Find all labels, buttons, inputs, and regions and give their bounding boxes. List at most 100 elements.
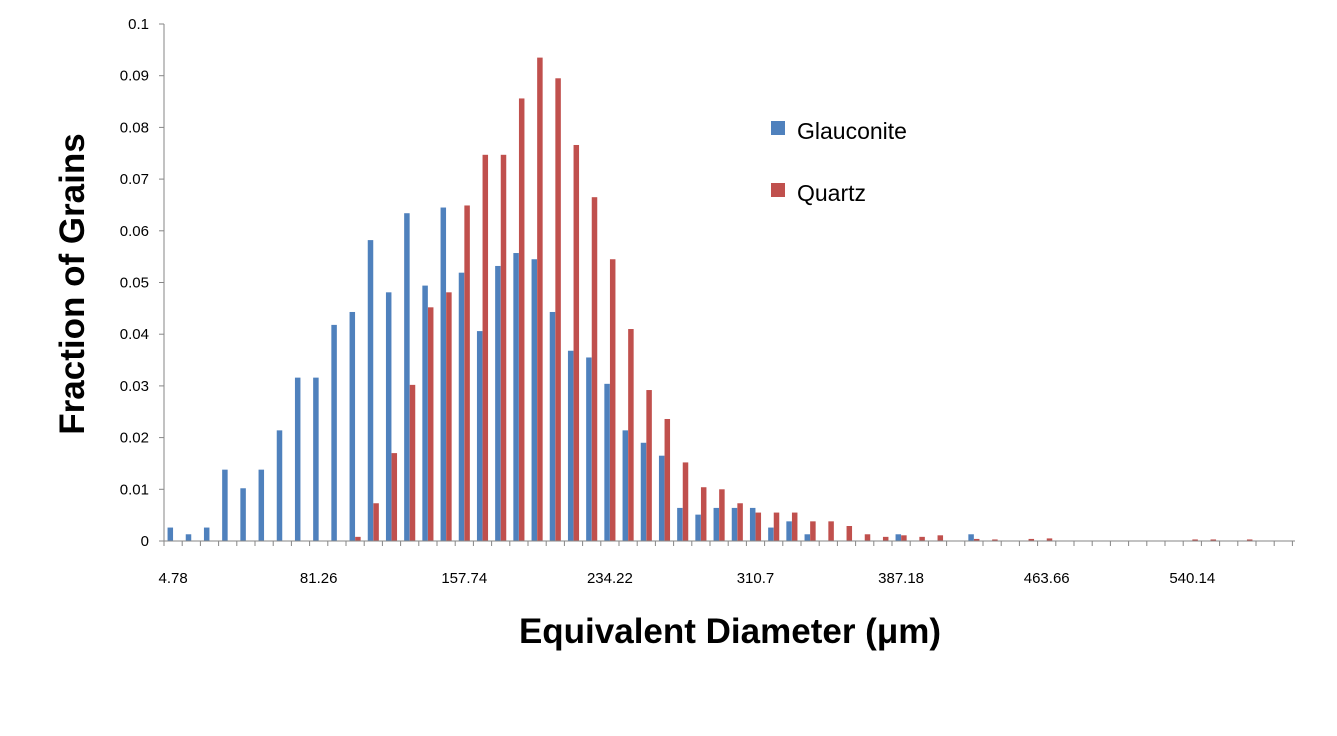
y-tick-label: 0.02 — [120, 430, 149, 447]
bar-quartz — [500, 154, 507, 542]
legend: Glauconite Quartz — [771, 118, 907, 206]
legend-label-quartz: Quartz — [797, 180, 866, 206]
bar-quartz — [573, 144, 580, 542]
bar-glauconite — [549, 311, 556, 541]
bar-glauconite — [385, 292, 392, 541]
bar-quartz — [882, 536, 889, 541]
y-tick-label: 0.04 — [120, 326, 149, 343]
x-tick-label: 387.18 — [878, 570, 924, 587]
bar-glauconite — [749, 507, 756, 541]
x-tick-label: 310.7 — [737, 570, 775, 587]
bar-quartz — [628, 329, 634, 541]
bar-glauconite — [331, 324, 337, 541]
legend-swatch-quartz — [771, 183, 785, 197]
y-tick-label: 0.07 — [120, 171, 149, 188]
bar-quartz — [518, 98, 525, 541]
bar-quartz — [773, 512, 780, 541]
bar-glauconite — [968, 534, 974, 541]
x-tick-label: 81.26 — [300, 570, 338, 587]
bar-glauconite — [786, 521, 792, 541]
bar-glauconite — [804, 534, 811, 541]
bar-glauconite — [476, 331, 483, 541]
bar-glauconite — [240, 488, 246, 541]
bar-glauconite — [895, 534, 902, 541]
bar-glauconite — [567, 350, 574, 541]
bar-quartz — [555, 78, 561, 541]
y-tick-label: 0.09 — [120, 68, 149, 85]
bar-quartz — [1210, 539, 1217, 541]
bar-glauconite — [495, 265, 501, 541]
y-tick-label: 0.06 — [120, 223, 149, 240]
bar-quartz — [755, 512, 762, 541]
bar-glauconite — [258, 469, 265, 541]
bar-quartz — [719, 489, 725, 541]
bar-quartz — [373, 503, 379, 541]
bar-glauconite — [367, 240, 374, 542]
bar-quartz — [737, 503, 743, 541]
bar-glauconite — [658, 455, 665, 541]
bar-quartz — [864, 534, 871, 541]
x-axis-title: Equivalent Diameter (μm) — [519, 612, 941, 651]
bar-glauconite — [713, 507, 720, 541]
bar-glauconite — [313, 377, 319, 541]
y-tick-label: 0.01 — [120, 481, 149, 498]
bars — [167, 57, 1253, 542]
bar-quartz — [973, 538, 980, 541]
bar-glauconite — [458, 272, 465, 541]
bar-quartz — [446, 292, 452, 541]
bar-quartz — [700, 487, 707, 541]
bar-quartz — [664, 418, 671, 541]
bar-quartz — [919, 536, 925, 541]
y-axis-ticks: 0 0.01 0.02 0.03 0.04 0.05 0.06 0.07 0.08 0.09 0.1 — [120, 16, 164, 550]
y-tick-label: 0.05 — [120, 275, 149, 292]
bar-glauconite — [222, 469, 228, 541]
bar-quartz — [482, 154, 489, 542]
x-tick-label: 463.66 — [1024, 570, 1070, 587]
legend-swatch-glauconite — [771, 121, 785, 135]
bar-glauconite — [294, 377, 301, 541]
bar-glauconite — [531, 259, 538, 541]
y-tick-label: 0.03 — [120, 378, 149, 395]
bar-glauconite — [167, 527, 174, 541]
bar-glauconite — [422, 285, 428, 541]
bar-quartz — [1246, 539, 1253, 541]
bar-glauconite — [276, 430, 283, 541]
bar-glauconite — [513, 253, 519, 541]
bar-quartz — [427, 307, 434, 541]
bar-glauconite — [440, 207, 447, 541]
bar-glauconite — [349, 311, 356, 541]
bar-quartz — [537, 57, 543, 542]
bar-quartz — [409, 384, 416, 541]
bar-glauconite — [203, 527, 210, 541]
bar-quartz — [591, 197, 598, 541]
bar-glauconite — [640, 442, 647, 541]
bar-quartz — [1046, 538, 1053, 541]
bar-glauconite — [185, 534, 192, 541]
bar-quartz — [937, 535, 944, 541]
bar-quartz — [391, 453, 398, 541]
x-tick-label: 157.74 — [441, 570, 487, 587]
bar-glauconite — [768, 527, 774, 541]
bar-glauconite — [731, 507, 738, 541]
y-tick-label: 0.08 — [120, 119, 149, 136]
y-axis-title: Fraction of Grains — [53, 133, 92, 434]
x-tick-label: 540.14 — [1169, 570, 1215, 587]
x-tick-label: 4.78 — [158, 570, 187, 587]
bar-quartz — [1192, 539, 1198, 541]
bar-glauconite — [677, 507, 683, 541]
x-tick-label: 234.22 — [587, 570, 633, 587]
bar-glauconite — [604, 383, 610, 541]
bar-quartz — [464, 205, 470, 541]
bar-quartz — [846, 526, 853, 541]
bar-quartz — [355, 536, 361, 541]
bar-quartz — [791, 512, 798, 541]
bar-glauconite — [586, 357, 592, 541]
bar-glauconite — [404, 213, 410, 541]
bar-quartz — [1028, 538, 1035, 541]
bar-quartz — [646, 390, 652, 541]
y-tick-label: 0 — [141, 533, 149, 550]
bar-quartz — [992, 539, 998, 541]
legend-label-glauconite: Glauconite — [797, 118, 907, 144]
